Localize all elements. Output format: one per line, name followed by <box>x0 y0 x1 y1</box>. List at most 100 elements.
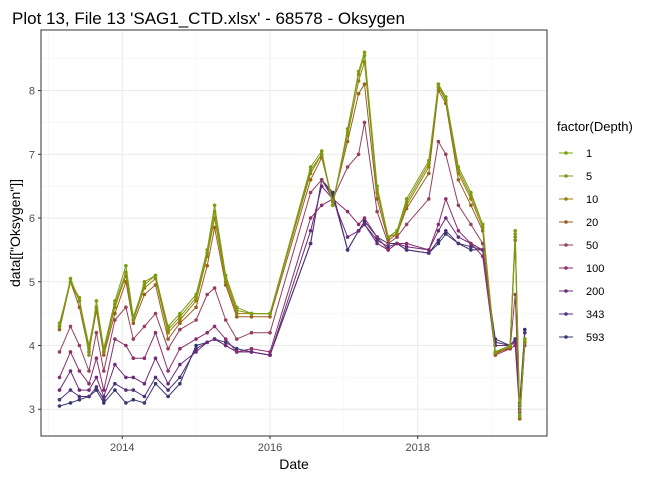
data-point <box>178 321 182 326</box>
data-point <box>436 82 441 86</box>
data-point <box>444 229 448 233</box>
legend-label: 200 <box>586 286 604 298</box>
y-tick-label: 4 <box>29 340 35 352</box>
data-point <box>205 340 209 345</box>
data-point <box>268 330 272 335</box>
y-tick-label: 8 <box>29 86 35 98</box>
data-point <box>362 219 367 223</box>
legend: factor(Depth) 1 5 10 20 50 100 200 343 593 <box>557 119 633 344</box>
data-point <box>469 222 473 227</box>
data-point <box>205 264 209 268</box>
data-point <box>57 324 62 329</box>
data-point <box>223 337 228 341</box>
data-point <box>249 311 254 316</box>
data-point <box>205 248 209 252</box>
data-point <box>436 229 441 233</box>
data-point <box>308 178 313 182</box>
data-point <box>124 343 128 348</box>
plot-area <box>41 30 547 436</box>
data-point <box>205 292 209 297</box>
y-axis-title: data[["Oksygen"]] <box>7 179 23 287</box>
data-point <box>57 397 62 402</box>
data-point <box>68 350 73 354</box>
series-1 <box>57 50 527 418</box>
data-point <box>395 232 399 236</box>
data-point <box>427 171 431 176</box>
data-point <box>113 362 117 367</box>
data-point <box>131 397 136 402</box>
data-point <box>153 375 158 380</box>
legend-item-1: 1 <box>559 148 592 160</box>
data-point <box>249 350 254 354</box>
data-point <box>194 318 198 322</box>
legend-point <box>564 174 568 178</box>
data-point <box>94 356 99 361</box>
data-point <box>194 346 198 351</box>
data-point <box>235 346 239 351</box>
data-point <box>166 324 170 329</box>
legend-title: factor(Depth) <box>557 119 633 134</box>
legend-label: 1 <box>586 148 592 160</box>
data-point <box>102 388 106 392</box>
data-point <box>223 343 228 348</box>
data-point <box>57 404 62 408</box>
data-point <box>386 238 391 243</box>
data-point <box>375 238 379 243</box>
data-point <box>124 375 128 380</box>
data-point <box>331 203 335 208</box>
data-point <box>77 388 82 392</box>
data-point <box>386 248 391 252</box>
data-point <box>166 327 170 332</box>
data-point <box>469 241 473 246</box>
legend-label: 50 <box>586 240 598 252</box>
data-point <box>362 222 367 227</box>
data-point <box>57 321 62 326</box>
data-point <box>142 280 147 284</box>
data-point <box>456 235 461 239</box>
data-point <box>235 308 239 313</box>
legend-item-20: 20 <box>559 217 598 229</box>
data-point <box>212 203 217 208</box>
data-point <box>268 350 272 354</box>
legend-item-5: 5 <box>559 171 592 183</box>
data-point <box>469 203 473 208</box>
data-point <box>331 190 335 195</box>
data-point <box>68 280 73 284</box>
data-point <box>235 350 239 354</box>
data-point <box>362 50 367 55</box>
data-point <box>212 337 217 341</box>
data-point <box>375 209 379 214</box>
data-point <box>235 315 239 319</box>
data-point <box>94 375 99 380</box>
data-point <box>142 394 147 399</box>
data-point <box>124 388 128 392</box>
legend-point <box>564 289 568 293</box>
data-point <box>212 324 217 329</box>
data-point <box>436 238 441 243</box>
data-point <box>102 350 106 354</box>
data-point <box>194 343 198 348</box>
data-point <box>178 311 182 316</box>
data-point <box>166 346 170 351</box>
data-point <box>87 369 91 373</box>
data-point <box>375 241 379 246</box>
data-point <box>513 343 517 348</box>
data-point <box>249 346 254 351</box>
data-point <box>386 244 391 249</box>
data-point <box>268 311 272 316</box>
data-point <box>404 241 409 246</box>
data-point <box>523 327 527 332</box>
data-point <box>57 388 62 392</box>
data-point <box>102 353 106 357</box>
data-point <box>212 225 217 230</box>
data-point <box>508 343 512 348</box>
series-100 <box>57 197 527 415</box>
data-point <box>513 229 517 233</box>
data-point <box>142 381 147 386</box>
data-point <box>77 394 82 399</box>
data-point <box>113 388 117 392</box>
data-point <box>268 315 272 319</box>
data-point <box>102 397 106 402</box>
y-tick-label: 6 <box>29 213 35 225</box>
data-point <box>456 165 461 169</box>
